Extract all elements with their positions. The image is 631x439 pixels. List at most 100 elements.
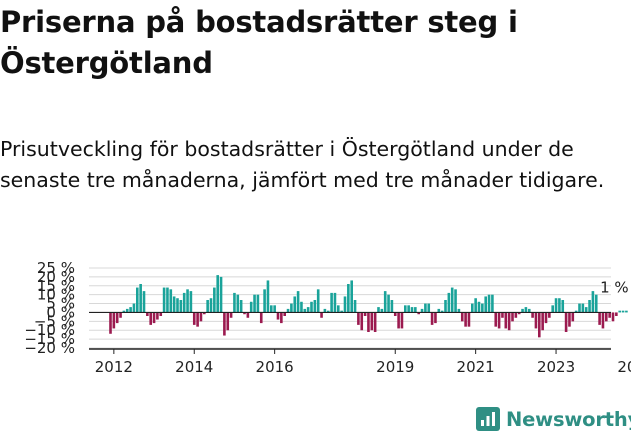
bar xyxy=(306,307,310,313)
y-tick-label: 15 % xyxy=(37,277,75,295)
y-tick-label: −15 % xyxy=(24,330,75,348)
bar xyxy=(259,312,263,324)
y-tick-label: 20 % xyxy=(37,268,75,286)
bar xyxy=(420,308,424,313)
bar xyxy=(383,291,387,313)
bar xyxy=(226,312,230,331)
y-tick-label: 5 % xyxy=(46,295,75,313)
bar xyxy=(182,292,186,313)
bar xyxy=(605,312,608,322)
bar xyxy=(457,308,461,313)
bar xyxy=(601,312,605,329)
bar xyxy=(497,312,501,329)
bar xyxy=(233,292,236,313)
bar xyxy=(407,305,410,313)
bar xyxy=(504,312,508,329)
bar xyxy=(494,312,498,327)
x-tick-label: 2025 xyxy=(617,358,631,376)
bar xyxy=(464,312,467,327)
bar xyxy=(558,298,561,313)
y-tick-label: −5 % xyxy=(34,312,75,330)
bar xyxy=(192,312,196,325)
bar xyxy=(125,308,129,313)
bar xyxy=(179,300,183,313)
bar xyxy=(594,294,598,313)
bar xyxy=(571,312,575,322)
chart-title: Priserna på bostadsrätter steg i Östergö… xyxy=(0,5,518,80)
y-tick-label: 25 % xyxy=(37,259,75,277)
x-tick-label: 2012 xyxy=(95,358,133,376)
bar xyxy=(474,298,477,313)
bar xyxy=(206,300,209,313)
bar xyxy=(286,308,290,313)
bar xyxy=(266,280,270,313)
bar xyxy=(303,308,307,313)
bar xyxy=(487,294,491,313)
bar xyxy=(444,300,447,313)
bar xyxy=(511,312,514,322)
bar xyxy=(176,298,179,313)
bar xyxy=(380,308,384,313)
bar xyxy=(424,303,427,313)
y-axis-ticks: −20 %−15 %−10 %−5 %0 %5 %10 %15 %20 %25 … xyxy=(24,259,75,357)
bar xyxy=(598,312,601,325)
bar xyxy=(149,312,152,325)
bar xyxy=(427,303,431,313)
bar xyxy=(481,303,484,313)
bar xyxy=(588,300,591,313)
x-axis-ticks: 2012 2014 2016 2019 2021 2023 2025 xyxy=(95,349,631,376)
newsworthy-logo: Newsworthy xyxy=(476,407,631,431)
bar xyxy=(166,287,169,313)
bar xyxy=(159,312,163,316)
bar xyxy=(256,294,260,313)
bar xyxy=(270,305,273,313)
bar xyxy=(568,312,571,327)
bar xyxy=(534,312,538,329)
x-tick-label: 2016 xyxy=(256,358,294,376)
bar xyxy=(310,301,313,313)
bar xyxy=(434,312,437,324)
gridlines xyxy=(89,267,611,349)
bar xyxy=(156,312,159,320)
bar xyxy=(437,308,441,313)
bar xyxy=(326,310,330,313)
bar xyxy=(514,312,518,318)
bar xyxy=(347,284,350,313)
bar xyxy=(561,300,565,313)
bar xyxy=(132,303,136,313)
bar xyxy=(236,294,240,313)
bar xyxy=(313,300,317,313)
bar xyxy=(196,312,199,327)
y-tick-label: −20 % xyxy=(24,339,75,357)
bar xyxy=(531,312,534,318)
bar xyxy=(320,312,323,318)
bar xyxy=(404,305,407,313)
bar xyxy=(524,307,528,313)
bar xyxy=(440,310,444,313)
bar xyxy=(491,294,494,313)
bar xyxy=(373,312,377,332)
bar xyxy=(119,312,122,318)
bar xyxy=(330,292,333,313)
brand-name: Newsworthy xyxy=(506,407,631,431)
bar xyxy=(353,300,357,313)
bar xyxy=(112,312,116,329)
bar xyxy=(243,312,246,315)
bar xyxy=(186,289,189,313)
bar xyxy=(142,291,146,313)
bar xyxy=(293,296,297,313)
bar xyxy=(581,303,585,313)
bar xyxy=(417,312,420,315)
bar xyxy=(169,289,173,313)
bar xyxy=(574,310,578,313)
bar xyxy=(199,312,203,322)
bar xyxy=(544,312,548,324)
bar xyxy=(460,312,464,322)
bar xyxy=(115,312,119,324)
bar xyxy=(276,312,280,320)
bar xyxy=(615,312,618,316)
bar xyxy=(162,287,166,313)
bar xyxy=(209,298,213,313)
bar xyxy=(430,312,434,325)
bar xyxy=(548,312,551,318)
